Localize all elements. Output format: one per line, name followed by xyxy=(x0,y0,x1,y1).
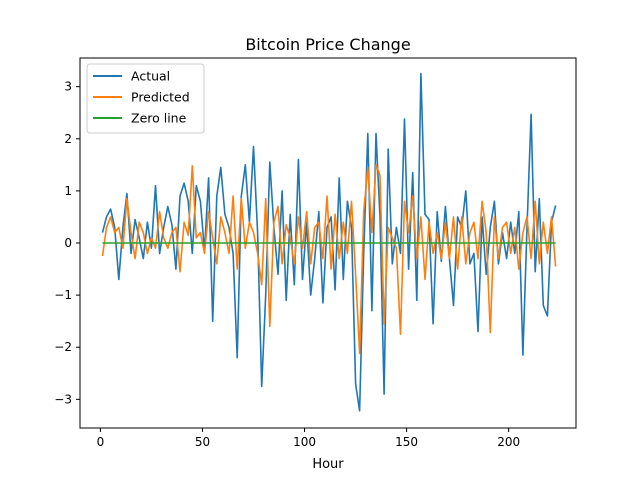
x-tick-label: 100 xyxy=(293,435,316,449)
y-tick-label: 1 xyxy=(64,184,72,198)
x-axis-ticks: 0 50 100 150 200 xyxy=(97,428,520,449)
y-tick-label: −3 xyxy=(54,392,72,406)
y-tick-label: 2 xyxy=(64,132,72,146)
x-tick-label: 150 xyxy=(395,435,418,449)
y-tick-label: 3 xyxy=(64,80,72,94)
x-tick-label: 0 xyxy=(97,435,105,449)
legend-label-actual: Actual xyxy=(131,69,170,84)
legend-label-predicted: Predicted xyxy=(131,90,190,105)
series-line-predicted xyxy=(101,164,557,355)
legend: Actual Predicted Zero line xyxy=(86,63,205,134)
x-axis-label: Hour xyxy=(312,457,344,472)
y-tick-label: −2 xyxy=(54,340,72,354)
x-tick-label: 50 xyxy=(195,435,210,449)
legend-box xyxy=(86,63,205,134)
y-axis-ticks: −3 −2 −1 0 1 2 3 xyxy=(54,80,80,406)
x-tick-label: 200 xyxy=(497,435,520,449)
series-group xyxy=(101,72,557,412)
legend-label-zero-line: Zero line xyxy=(131,111,187,126)
chart-title: Bitcoin Price Change xyxy=(245,35,410,54)
y-tick-label: −1 xyxy=(54,288,72,302)
y-tick-label: 0 xyxy=(64,236,72,250)
